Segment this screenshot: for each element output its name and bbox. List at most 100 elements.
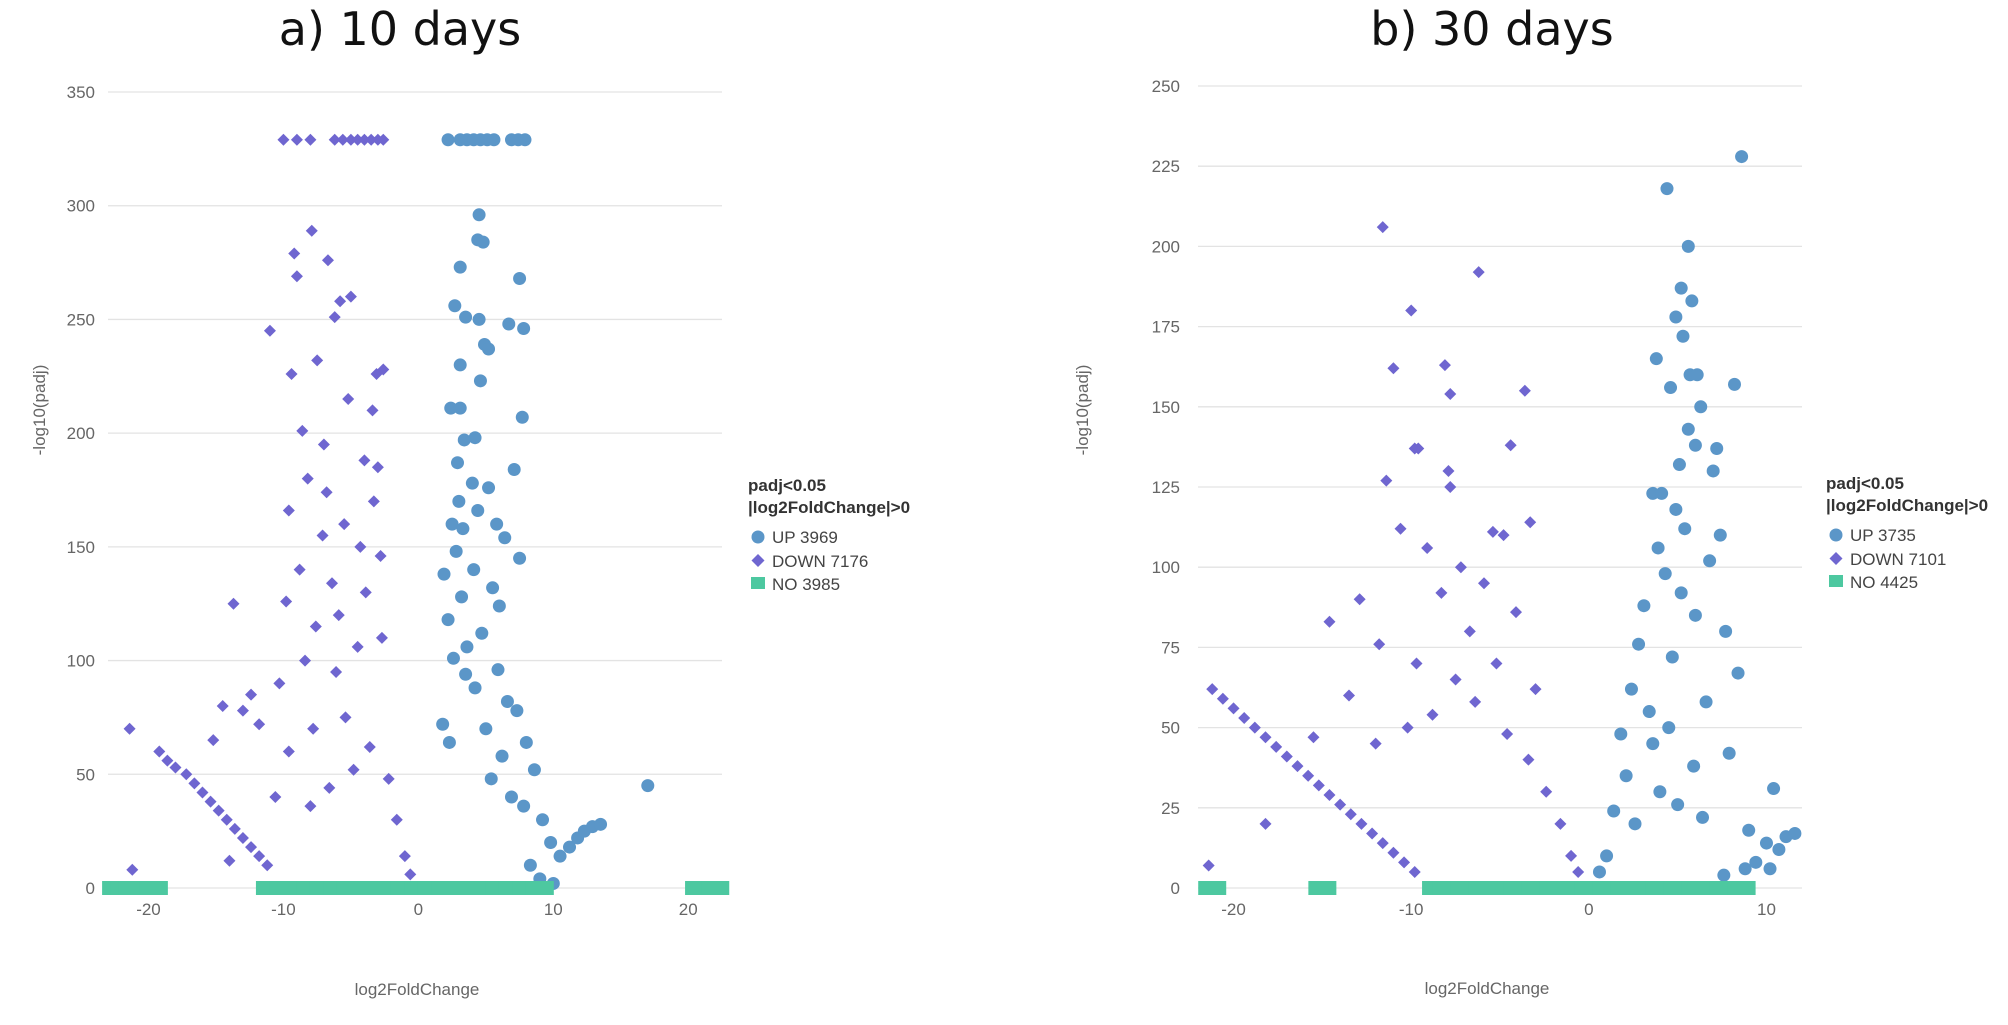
panel-a-y-ticks: 0 50 100 150 200 250 300 350: [67, 83, 95, 898]
down-point: [334, 295, 347, 308]
down-point: [328, 133, 341, 146]
up-point: [455, 590, 469, 604]
up-point: [517, 322, 531, 336]
down-point: [285, 368, 298, 381]
up-point: [441, 613, 455, 627]
down-point: [1435, 586, 1448, 599]
x-tick-label: -10: [271, 900, 296, 919]
down-point: [358, 133, 371, 146]
down-point: [1323, 788, 1336, 801]
down-point: [367, 495, 380, 508]
up-point: [446, 651, 460, 665]
down-point: [1540, 785, 1553, 798]
up-point: [1671, 798, 1685, 812]
up-point: [1681, 239, 1695, 253]
up-point: [1690, 368, 1704, 382]
panel-b: b) 30 days 0255075100125150175200225250 …: [1073, 2, 1988, 998]
panel-a-legend-down-label: DOWN 7176: [772, 552, 868, 571]
down-point: [321, 254, 334, 267]
down-point: [196, 786, 209, 799]
x-tick-label: 10: [544, 900, 563, 919]
up-point: [1685, 294, 1699, 308]
up-point: [1660, 182, 1674, 196]
down-point: [1373, 638, 1386, 651]
up-point: [456, 522, 470, 536]
down-point: [188, 777, 201, 790]
panel-b-y-axis-label: -log10(padj): [1073, 365, 1092, 456]
up-point: [1619, 769, 1633, 783]
down-point: [336, 133, 349, 146]
down-point: [1442, 464, 1455, 477]
down-point: [323, 781, 336, 794]
up-point: [1688, 438, 1702, 452]
down-point: [1522, 753, 1535, 766]
down-point: [1380, 474, 1393, 487]
up-point: [1767, 782, 1781, 796]
down-point: [1444, 481, 1457, 493]
up-point: [507, 463, 521, 477]
down-point: [1529, 683, 1542, 696]
down-point: [123, 722, 136, 735]
down-point: [366, 404, 379, 417]
down-point: [328, 311, 341, 324]
up-point: [1632, 637, 1646, 651]
up-point: [479, 722, 493, 736]
down-point: [1312, 779, 1325, 792]
down-point: [288, 247, 301, 260]
down-point: [1248, 721, 1261, 734]
panel-a-title: a) 10 days: [279, 2, 522, 56]
down-point: [344, 290, 357, 303]
up-point: [1763, 862, 1777, 876]
down-point: [223, 854, 236, 867]
up-point: [1727, 377, 1741, 391]
down-point: [311, 354, 324, 367]
down-point: [1518, 384, 1531, 397]
down-point: [1227, 702, 1240, 715]
up-point: [1722, 746, 1736, 760]
y-tick-label: 100: [67, 652, 95, 671]
down-point: [1426, 708, 1439, 721]
up-point: [453, 260, 467, 274]
panel-a-x-ticks: -20 -10 0 10 20: [136, 900, 698, 919]
down-point: [1497, 529, 1510, 542]
up-point: [492, 599, 506, 613]
down-point: [1504, 439, 1517, 452]
y-tick-label: 150: [1152, 398, 1180, 417]
up-point: [1614, 727, 1628, 741]
up-point: [1759, 836, 1773, 850]
up-point: [1624, 682, 1638, 696]
panel-b-legend-down-label: DOWN 7101: [1850, 550, 1946, 569]
panel-a-legend: padj<0.05 |log2FoldChange|>0 UP 3969 DOW…: [748, 476, 910, 594]
down-point: [326, 577, 339, 590]
up-point: [1696, 810, 1710, 824]
y-tick-label: 0: [86, 879, 95, 898]
down-point: [1501, 728, 1514, 741]
up-point: [1738, 862, 1752, 876]
up-point: [460, 640, 474, 654]
down-point: [301, 472, 314, 485]
down-point: [282, 504, 295, 517]
panel-b-title: b) 30 days: [1370, 2, 1614, 56]
up-point: [500, 695, 514, 709]
down-point: [382, 772, 395, 785]
down-point: [299, 654, 312, 667]
up-point: [1703, 554, 1717, 568]
y-tick-label: 25: [1161, 799, 1180, 818]
up-point: [1674, 586, 1688, 600]
up-point: [1646, 737, 1660, 751]
y-tick-label: 350: [67, 83, 95, 102]
up-point: [484, 772, 498, 786]
down-point: [1280, 750, 1293, 763]
up-point: [475, 626, 489, 640]
down-point: [330, 665, 343, 678]
down-point: [236, 831, 249, 844]
panel-a-legend-title-line2: |log2FoldChange|>0: [748, 498, 910, 517]
panel-a-legend-title-line1: padj<0.05: [748, 476, 826, 495]
no-point: [118, 881, 147, 895]
up-point: [1687, 759, 1701, 773]
up-point: [1676, 329, 1690, 343]
down-point: [374, 549, 387, 562]
x-tick-label: -10: [1399, 900, 1424, 919]
